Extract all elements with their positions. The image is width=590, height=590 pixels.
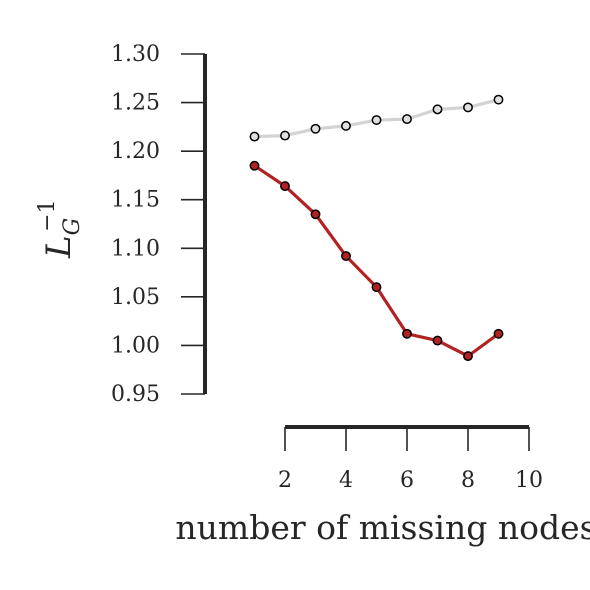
y-axis-label-base: L: [39, 235, 79, 259]
y-axis-label: LG−1: [35, 199, 85, 259]
data-point: [280, 181, 290, 192]
data-point: [371, 282, 382, 293]
data-point: [341, 251, 351, 262]
data-point: [402, 328, 412, 339]
data-point: [493, 94, 504, 105]
data-point: [432, 335, 443, 346]
x-tick-label: 10: [515, 468, 543, 493]
x-axis: 2 4 6 8 10: [278, 425, 543, 493]
y-tick-label: 1.30: [111, 42, 160, 67]
data-point: [371, 115, 382, 126]
y-axis-label-subscript: G: [60, 218, 85, 236]
y-tick-label: 1.00: [111, 333, 160, 358]
y-axis: 0.95 1.00 1.05 1.10 1.15 1.20 1.25 1.30: [111, 42, 207, 407]
x-axis-label: number of missing nodes: [175, 508, 590, 547]
series-2: [249, 160, 504, 362]
data-point: [310, 209, 321, 220]
y-tick-label: 0.95: [111, 382, 160, 407]
series-line: [253, 164, 500, 358]
y-tick-label: 1.25: [111, 91, 160, 116]
data-point: [402, 114, 412, 125]
data-point: [463, 351, 473, 362]
x-tick-label: 2: [278, 468, 292, 493]
data-point: [280, 130, 290, 141]
x-tick-label: 4: [339, 468, 353, 493]
series-1: [249, 94, 504, 142]
y-tick-label: 1.15: [111, 188, 160, 213]
y-tick-label: 1.05: [111, 285, 160, 310]
data-point: [463, 102, 473, 113]
data-point: [249, 160, 260, 171]
y-tick-label: 1.20: [111, 139, 160, 164]
data-point: [341, 120, 351, 131]
y-axis-label-superscript: −1: [35, 199, 60, 231]
data-point: [493, 328, 504, 339]
y-tick-label: 1.10: [111, 236, 160, 261]
data-point: [432, 104, 443, 115]
x-tick-label: 6: [400, 468, 414, 493]
data-point: [310, 123, 321, 134]
data-point: [249, 131, 260, 142]
x-tick-label: 8: [461, 468, 475, 493]
plot-area: [249, 94, 504, 362]
